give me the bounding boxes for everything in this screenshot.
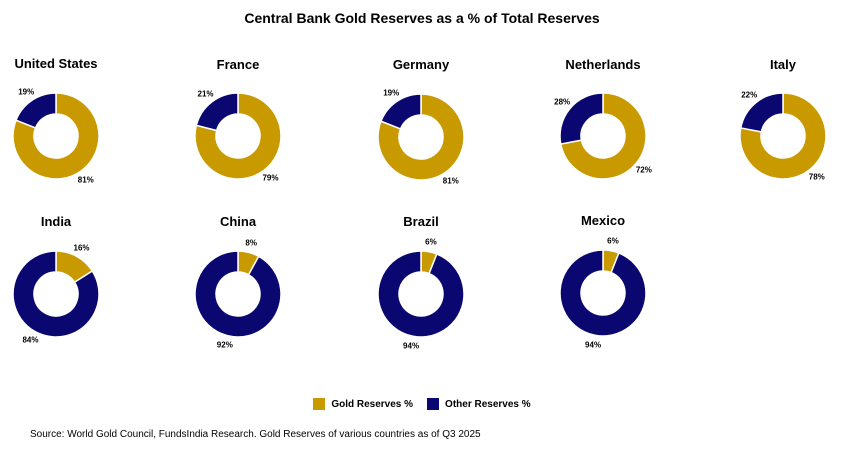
chart-title-germany: Germany	[392, 57, 450, 72]
donut-india	[12, 250, 100, 338]
donut-brazil	[377, 250, 465, 338]
slice-gold-united-states	[12, 92, 100, 180]
label-gold-china: 8%	[245, 238, 257, 248]
slice-other-mexico	[559, 249, 647, 337]
label-other-germany: 19%	[383, 88, 400, 98]
chart-title-united-states: United States	[14, 56, 98, 71]
slice-other-brazil	[377, 250, 465, 338]
donut-united-states	[12, 92, 100, 180]
slice-other-united-states	[15, 92, 57, 129]
label-other-brazil: 94%	[403, 341, 420, 351]
chart-title-italy: Italy	[769, 57, 797, 72]
chart-title-india: India	[40, 214, 72, 229]
label-gold-germany: 81%	[442, 176, 459, 186]
label-gold-mexico: 6%	[607, 236, 619, 246]
slice-other-italy	[739, 92, 784, 133]
legend-item-gold: Gold Reserves %	[313, 398, 413, 410]
donut-netherlands	[559, 92, 647, 180]
donut-china	[194, 250, 282, 338]
chart-title-france: France	[216, 57, 260, 72]
label-other-united-states: 19%	[18, 87, 35, 97]
label-gold-france: 79%	[262, 173, 279, 183]
label-other-mexico: 94%	[585, 340, 602, 350]
chart-title-china: China	[219, 214, 257, 229]
legend-label-gold: Gold Reserves %	[331, 398, 414, 410]
legend-swatch-other	[427, 398, 440, 410]
label-other-italy: 22%	[741, 90, 758, 100]
slice-other-france	[195, 92, 239, 132]
slice-gold-germany	[377, 93, 465, 181]
slice-other-germany	[380, 93, 422, 130]
donut-france	[194, 92, 282, 180]
slice-other-china	[194, 250, 282, 338]
source-note: Source: World Gold Council, FundsIndia R…	[30, 429, 481, 440]
legend: Gold Reserves % Other Reserves %	[0, 398, 844, 410]
chart-title-mexico: Mexico	[580, 213, 626, 228]
slice-gold-italy	[739, 92, 827, 180]
label-gold-brazil: 6%	[425, 237, 437, 247]
slice-other-india	[12, 250, 100, 338]
label-gold-india: 16%	[73, 243, 90, 253]
chart-title: Central Bank Gold Reserves as a % of Tot…	[244, 10, 600, 26]
legend-label-other: Other Reserves %	[445, 398, 531, 410]
slice-gold-netherlands	[559, 92, 647, 180]
donut-italy	[739, 92, 827, 180]
label-other-france: 21%	[197, 89, 214, 99]
slice-other-netherlands	[559, 92, 604, 145]
slice-gold-france	[194, 92, 282, 180]
label-other-india: 84%	[22, 335, 39, 345]
donut-germany	[377, 93, 465, 181]
label-gold-netherlands: 72%	[635, 165, 652, 175]
legend-item-other: Other Reserves %	[427, 398, 531, 410]
donut-mexico	[559, 249, 647, 337]
chart-title-brazil: Brazil	[403, 214, 439, 229]
chart-title-netherlands: Netherlands	[565, 57, 641, 72]
label-gold-united-states: 81%	[77, 175, 94, 185]
label-gold-italy: 78%	[808, 172, 825, 182]
label-other-netherlands: 28%	[554, 97, 571, 107]
label-other-china: 92%	[216, 340, 233, 350]
legend-swatch-gold	[313, 398, 326, 410]
